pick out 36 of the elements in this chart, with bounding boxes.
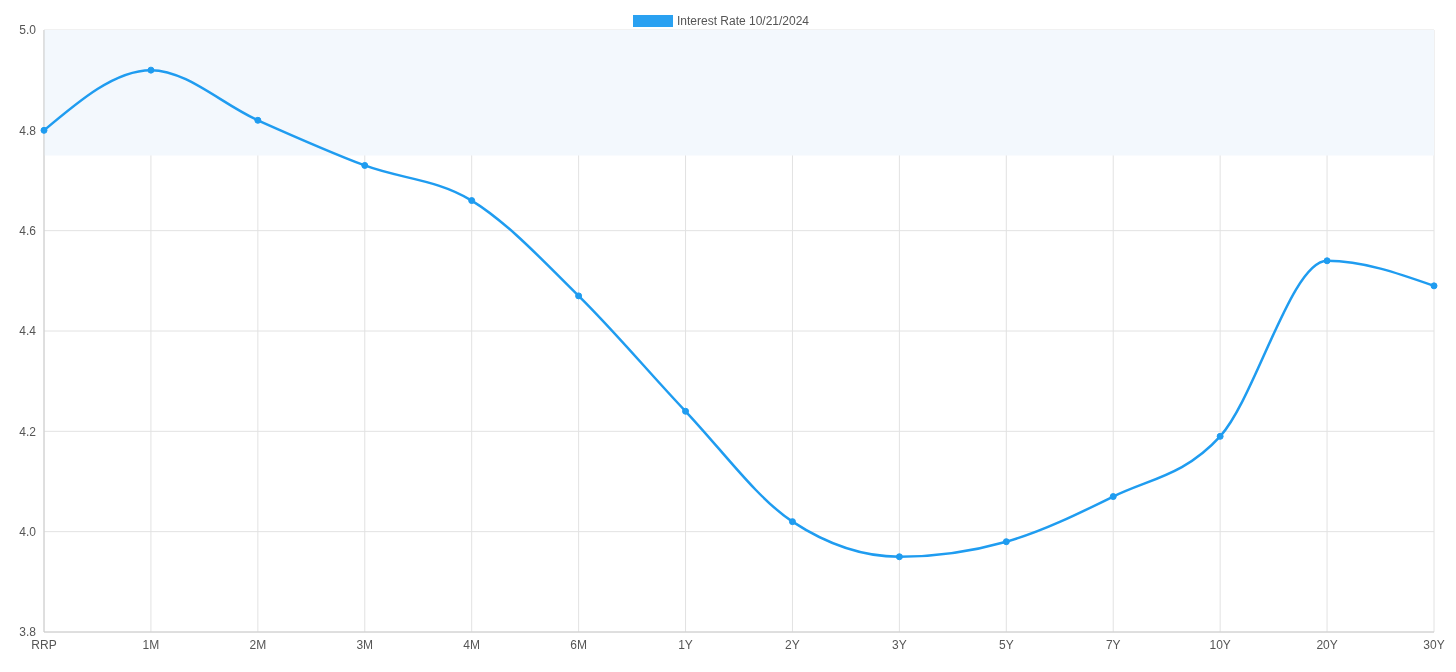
y-tick-label: 4.8	[19, 123, 37, 138]
point	[361, 161, 369, 169]
point	[1216, 432, 1224, 440]
x-tick-label: 7Y	[1105, 637, 1121, 652]
point	[788, 518, 796, 526]
x-tick-label: 2M	[249, 637, 267, 652]
point	[468, 197, 476, 205]
y-tick-label: 4.6	[19, 223, 37, 238]
x-tick-label: 5Y	[998, 637, 1014, 652]
x-tick-label: 20Y	[1316, 637, 1338, 652]
point	[40, 126, 48, 134]
x-tick-label: 3Y	[892, 637, 907, 652]
point	[895, 553, 903, 561]
x-tick-label: 30Y	[1423, 637, 1445, 652]
y-tick-label: 4.4	[19, 324, 37, 339]
point	[1002, 538, 1010, 546]
point	[575, 292, 583, 300]
x-tick-label: 3M	[356, 637, 374, 652]
x-tick-label: 1Y	[678, 637, 693, 652]
x-tick-label: 1M	[142, 637, 160, 652]
point	[147, 66, 155, 74]
x-tick-label: 2Y	[785, 637, 800, 652]
point	[1109, 493, 1117, 501]
y-tick-label: 4.2	[19, 424, 37, 439]
point	[1323, 257, 1331, 265]
x-tick-label: RRP	[31, 637, 57, 652]
point	[682, 407, 690, 415]
x-tick-label: 4M	[463, 637, 481, 652]
legend-label: Interest Rate 10/21/2024	[676, 14, 810, 28]
point	[254, 116, 262, 124]
point	[1430, 282, 1438, 290]
x-tick-label: 6M	[570, 637, 587, 652]
x-tick-label: 10Y	[1209, 637, 1231, 652]
y-tick-label: 5.0	[19, 23, 37, 38]
y-tick-label: 3.8	[19, 625, 37, 640]
y-tick-label: 4.0	[19, 524, 37, 539]
